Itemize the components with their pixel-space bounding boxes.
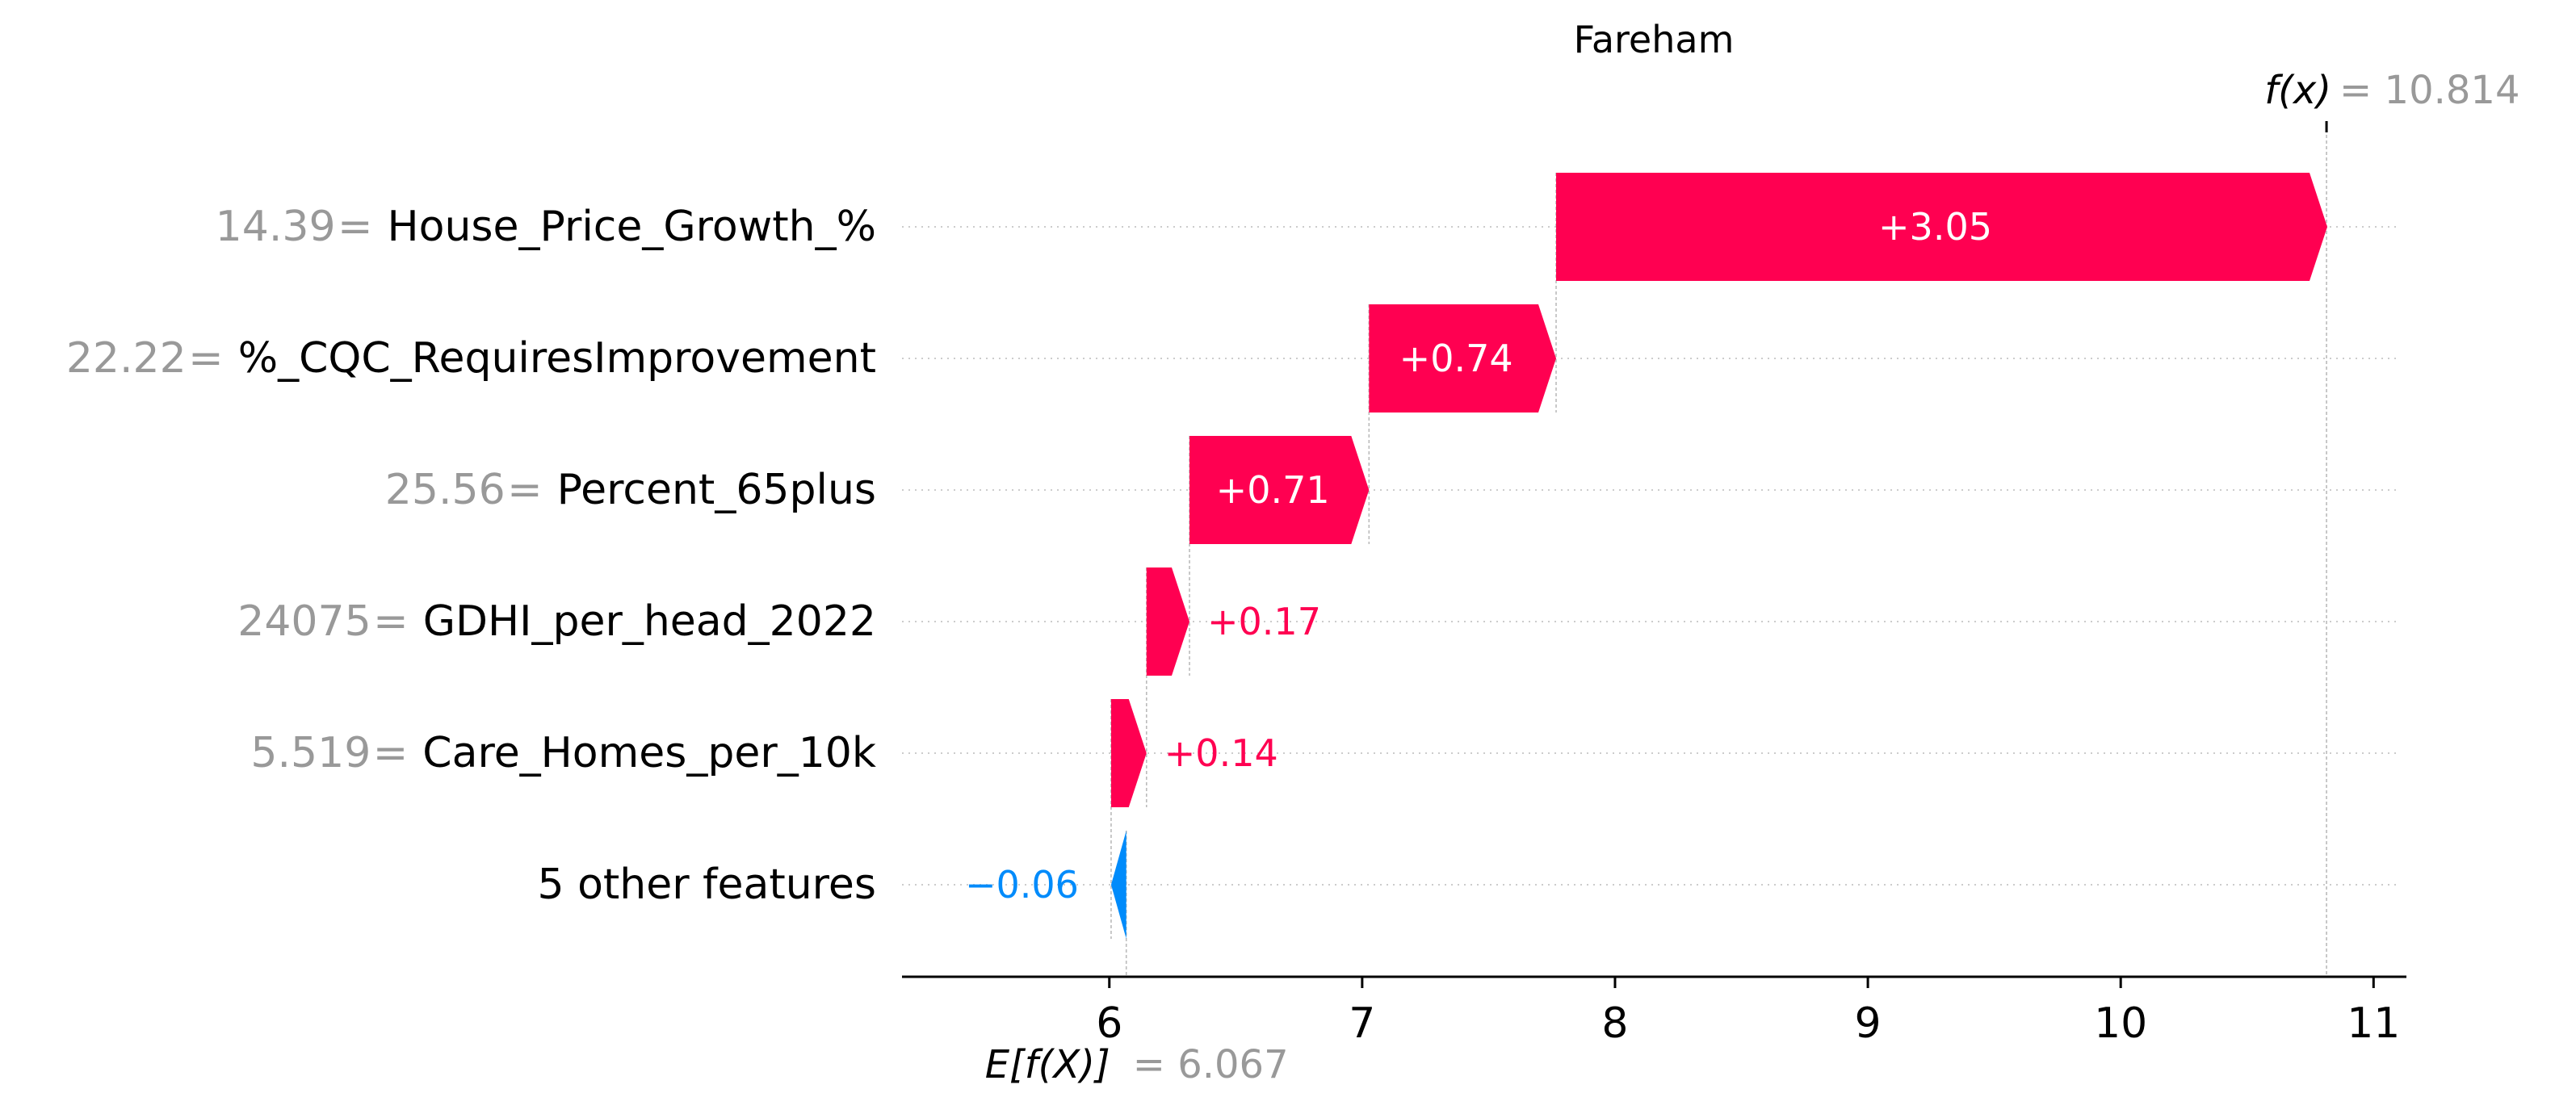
feature-name: House_Price_Growth_% (388, 203, 876, 251)
feature-value: 25.56 (385, 466, 506, 514)
waterfall-bar (1110, 831, 1126, 939)
base-value-label: = 6.067 (1133, 1042, 1289, 1087)
feature-equals: = (507, 466, 543, 514)
x-tick-label: 7 (1349, 999, 1375, 1048)
waterfall-bar (1146, 567, 1190, 676)
feature-name: Percent_65plus (557, 466, 876, 514)
contribution-label: +3.05 (1878, 205, 1992, 249)
feature-value: 24075 (237, 597, 371, 646)
base-value-name: E[f(X)] (985, 1042, 1110, 1087)
feature-equals: = (373, 597, 409, 646)
feature-name: GDHI_per_head_2022 (423, 597, 876, 646)
feature-name: Care_Homes_per_10k (422, 729, 876, 777)
waterfall-bar (1369, 304, 1557, 413)
waterfall-bar (1189, 436, 1370, 544)
x-tick-label: 9 (1855, 999, 1882, 1048)
waterfall-bar (1110, 699, 1147, 807)
waterfall-bar (1556, 173, 2327, 281)
contribution-label: +0.74 (1399, 337, 1513, 380)
contribution-label: +0.14 (1164, 731, 1278, 775)
x-tick-label: 6 (1096, 999, 1122, 1048)
chart-title: Fareham (1574, 18, 1735, 61)
contribution-label: −0.06 (965, 863, 1079, 907)
feature-name: %_CQC_RequiresImprovement (238, 334, 876, 383)
feature-equals: = (373, 729, 409, 777)
feature-name: 5 other features (537, 861, 876, 909)
x-tick-label: 8 (1601, 999, 1628, 1048)
output-value-label: = 10.814 (2339, 68, 2519, 113)
contribution-label: +0.17 (1207, 600, 1321, 643)
x-tick-label: 11 (2347, 999, 2400, 1048)
feature-value: 14.39 (216, 203, 336, 251)
feature-equals: = (338, 203, 373, 251)
feature-equals: = (188, 334, 224, 383)
feature-value: 22.22 (66, 334, 187, 383)
output-value-name: f(x) (2264, 68, 2331, 113)
x-tick-label: 10 (2094, 999, 2147, 1048)
contribution-label: +0.71 (1216, 468, 1330, 512)
feature-value: 5.519 (250, 729, 371, 777)
